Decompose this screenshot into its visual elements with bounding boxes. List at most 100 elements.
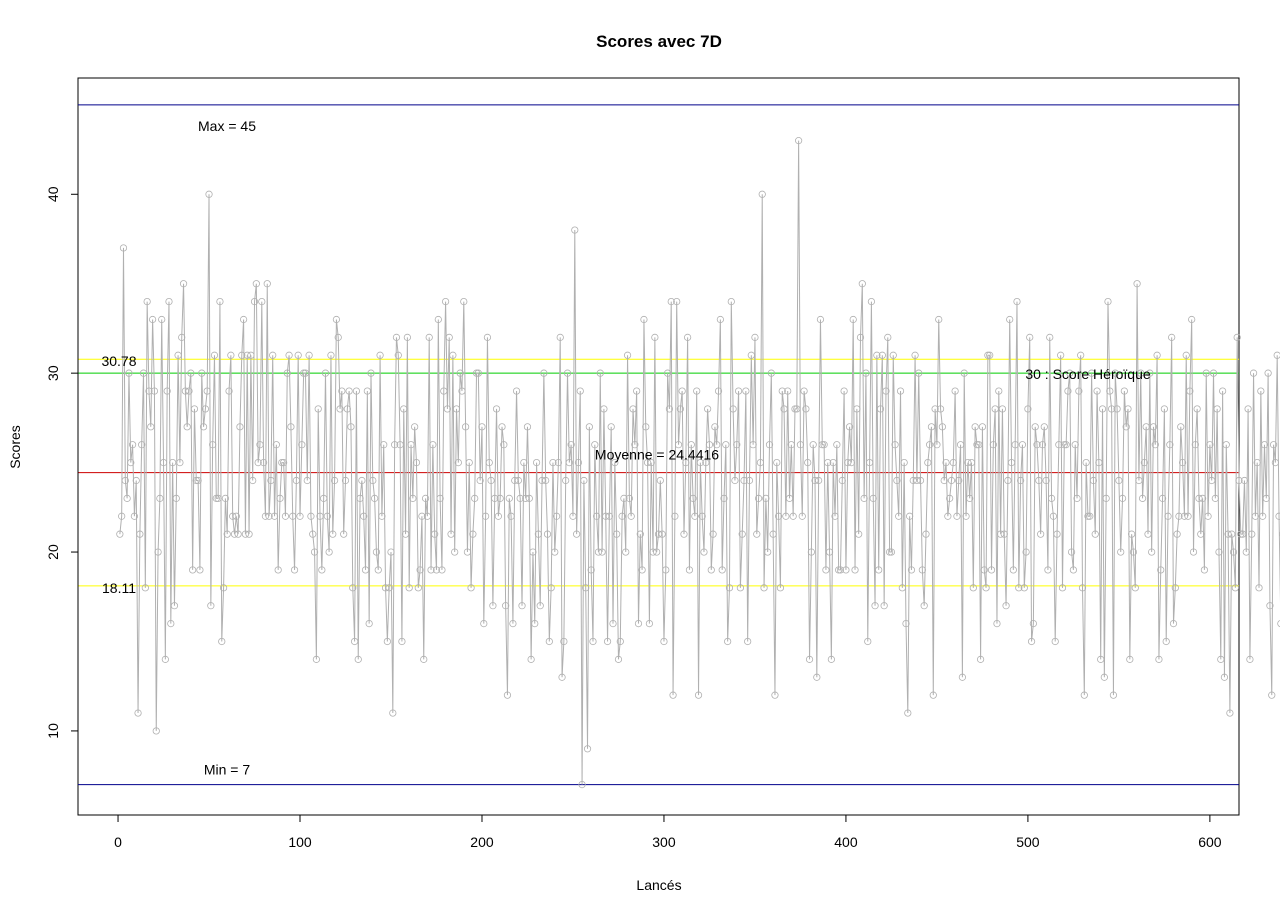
data-point bbox=[733, 441, 741, 449]
data-point bbox=[742, 387, 750, 395]
data-point bbox=[895, 512, 903, 520]
data-point bbox=[287, 423, 295, 431]
data-point bbox=[616, 637, 624, 646]
data-point bbox=[130, 512, 139, 520]
data-point bbox=[154, 548, 162, 556]
data-point bbox=[369, 476, 377, 485]
data-point bbox=[407, 441, 415, 449]
data-point bbox=[658, 530, 666, 538]
data-point bbox=[502, 602, 510, 610]
data-point bbox=[1253, 458, 1261, 467]
data-point bbox=[591, 441, 599, 449]
data-point bbox=[676, 405, 684, 413]
data-point bbox=[540, 369, 548, 377]
data-point bbox=[614, 655, 623, 663]
data-point bbox=[391, 441, 399, 449]
data-point bbox=[483, 333, 492, 341]
data-point bbox=[418, 512, 426, 520]
data-point bbox=[796, 441, 805, 449]
data-point bbox=[243, 351, 251, 359]
data-point bbox=[178, 333, 186, 341]
data-point bbox=[192, 476, 200, 485]
data-point bbox=[476, 476, 484, 485]
data-point bbox=[583, 745, 592, 753]
data-point bbox=[856, 333, 865, 341]
chart-title: Scores avec 7D bbox=[596, 32, 722, 51]
data-point bbox=[452, 405, 461, 413]
data-point bbox=[627, 512, 635, 520]
data-point bbox=[864, 637, 872, 646]
data-point bbox=[600, 405, 608, 413]
data-point bbox=[860, 494, 868, 502]
data-point bbox=[845, 423, 854, 431]
data-point bbox=[1086, 512, 1094, 520]
data-point bbox=[869, 494, 877, 502]
data-point bbox=[1162, 637, 1170, 646]
data-point bbox=[218, 637, 226, 646]
data-point bbox=[662, 566, 670, 574]
data-point bbox=[678, 387, 686, 395]
data-point bbox=[696, 458, 704, 467]
data-point bbox=[924, 458, 932, 467]
data-point bbox=[511, 476, 519, 485]
data-point bbox=[118, 512, 126, 520]
data-point bbox=[736, 584, 744, 592]
data-point bbox=[416, 566, 424, 574]
x-tick-label: 0 bbox=[114, 834, 122, 850]
data-point bbox=[283, 369, 291, 377]
data-point bbox=[753, 530, 761, 538]
data-point bbox=[1071, 441, 1079, 449]
data-point bbox=[1046, 333, 1054, 341]
data-point bbox=[946, 494, 954, 502]
data-point bbox=[1006, 315, 1014, 324]
data-point bbox=[298, 441, 306, 449]
reference-label: Moyenne = 24.4416 bbox=[595, 447, 719, 463]
data-point bbox=[1022, 548, 1030, 556]
data-point bbox=[840, 387, 848, 395]
data-point bbox=[1106, 387, 1114, 395]
data-point bbox=[507, 512, 515, 520]
data-point bbox=[1226, 709, 1234, 717]
data-point bbox=[139, 369, 148, 377]
data-point bbox=[198, 369, 206, 377]
data-point bbox=[1146, 369, 1154, 377]
data-point bbox=[1040, 423, 1048, 431]
data-point bbox=[1037, 530, 1045, 538]
data-point bbox=[633, 387, 641, 395]
data-point bbox=[1260, 441, 1269, 449]
data-point bbox=[185, 387, 193, 395]
data-point bbox=[536, 602, 544, 610]
data-point bbox=[1188, 315, 1196, 324]
data-point bbox=[716, 315, 724, 324]
data-point bbox=[774, 512, 783, 520]
data-point bbox=[534, 530, 543, 538]
y-tick-label: 20 bbox=[45, 544, 61, 560]
data-point bbox=[1193, 405, 1201, 413]
data-point bbox=[219, 584, 228, 592]
data-point bbox=[1153, 351, 1161, 359]
data-point bbox=[128, 441, 137, 449]
data-point bbox=[189, 566, 197, 574]
data-point bbox=[605, 512, 613, 520]
reference-label: 30.78 bbox=[101, 353, 136, 369]
data-point bbox=[833, 441, 841, 449]
data-point bbox=[754, 494, 763, 502]
data-point bbox=[1206, 441, 1214, 449]
data-point bbox=[1171, 584, 1179, 592]
data-point bbox=[1248, 530, 1256, 538]
data-point bbox=[340, 530, 348, 538]
data-point bbox=[542, 476, 550, 485]
data-point bbox=[734, 387, 743, 395]
data-point bbox=[1173, 530, 1181, 538]
data-point bbox=[831, 512, 839, 520]
data-point bbox=[261, 512, 270, 520]
data-point bbox=[1133, 280, 1141, 288]
x-tick-label: 400 bbox=[834, 834, 858, 850]
data-point bbox=[565, 458, 573, 467]
data-point bbox=[1084, 512, 1092, 520]
data-point bbox=[438, 566, 446, 574]
data-point bbox=[1000, 530, 1008, 538]
data-point bbox=[294, 351, 302, 359]
data-point bbox=[383, 637, 391, 646]
